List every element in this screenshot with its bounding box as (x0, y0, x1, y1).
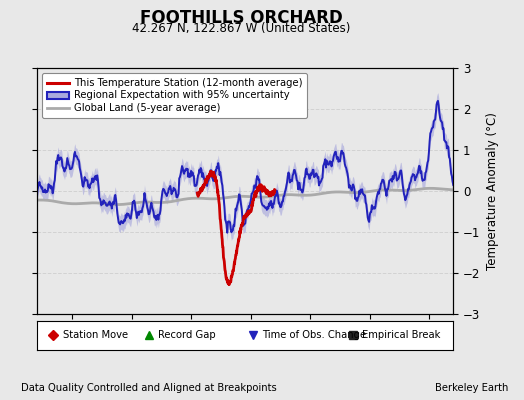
Text: Record Gap: Record Gap (158, 330, 216, 340)
Text: 42.267 N, 122.867 W (United States): 42.267 N, 122.867 W (United States) (132, 22, 350, 35)
Y-axis label: Temperature Anomaly (°C): Temperature Anomaly (°C) (486, 112, 499, 270)
Text: Berkeley Earth: Berkeley Earth (435, 383, 508, 393)
Text: Data Quality Controlled and Aligned at Breakpoints: Data Quality Controlled and Aligned at B… (21, 383, 277, 393)
Text: Station Move: Station Move (62, 330, 128, 340)
Text: FOOTHILLS ORCHARD: FOOTHILLS ORCHARD (140, 9, 342, 27)
Legend: This Temperature Station (12-month average), Regional Expectation with 95% uncer: This Temperature Station (12-month avera… (42, 73, 307, 118)
Text: Time of Obs. Change: Time of Obs. Change (263, 330, 367, 340)
Text: Empirical Break: Empirical Break (363, 330, 441, 340)
